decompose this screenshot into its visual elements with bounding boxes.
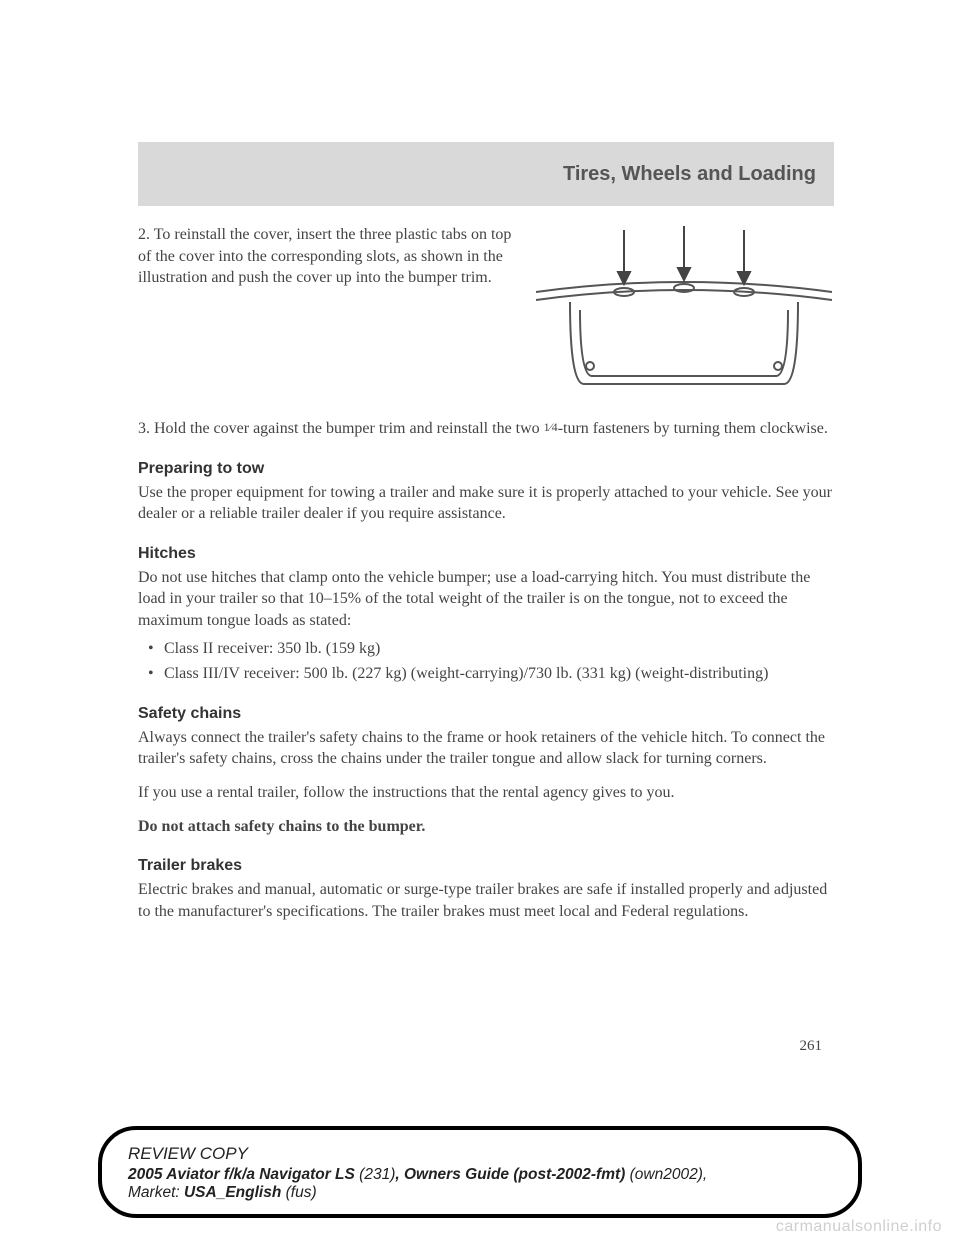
- footer-review-copy: REVIEW COPY: [128, 1144, 832, 1164]
- hitches-body: Do not use hitches that clamp onto the v…: [138, 567, 834, 632]
- footer-market-label: Market:: [128, 1184, 184, 1201]
- section-header-bar: Tires, Wheels and Loading: [138, 142, 834, 206]
- heading-hitches: Hitches: [138, 545, 834, 563]
- step2-row: 2. To reinstall the cover, insert the th…: [138, 224, 834, 394]
- footer-guide: , Owners Guide (post-2002-fmt): [395, 1166, 625, 1183]
- step3-part-b: -turn fasteners by turning them clockwis…: [558, 420, 828, 437]
- content-area: 2. To reinstall the cover, insert the th…: [138, 224, 834, 922]
- footer-vehicle: 2005 Aviator f/k/a Navigator LS: [128, 1166, 355, 1183]
- footer-code2: (own2002),: [625, 1166, 707, 1183]
- safety-p1: Always connect the trailer's safety chai…: [138, 727, 834, 770]
- safety-p2: If you use a rental trailer, follow the …: [138, 782, 834, 804]
- footer-code1: (231): [355, 1166, 396, 1183]
- footer-line3: Market: USA_English (fus): [128, 1184, 832, 1202]
- watermark: carmanualsonline.info: [776, 1218, 942, 1236]
- safety-bold-warning: Do not attach safety chains to the bumpe…: [138, 816, 834, 838]
- step3-text: 3. Hold the cover against the bumper tri…: [138, 418, 834, 440]
- page-number: 261: [800, 1038, 823, 1055]
- footer-box: REVIEW COPY 2005 Aviator f/k/a Navigator…: [98, 1126, 862, 1218]
- page: Tires, Wheels and Loading 2. To reinstal…: [0, 0, 960, 1242]
- step2-text: 2. To reinstall the cover, insert the th…: [138, 224, 516, 289]
- hitches-bullets: Class II receiver: 350 lb. (159 kg) Clas…: [138, 638, 834, 685]
- section-header-title: Tires, Wheels and Loading: [563, 163, 816, 186]
- footer-market-code: (fus): [281, 1184, 316, 1201]
- footer-market: USA_English: [184, 1184, 281, 1201]
- step3-fraction: 1⁄4: [544, 420, 558, 434]
- footer-line2: 2005 Aviator f/k/a Navigator LS (231), O…: [128, 1166, 832, 1184]
- heading-safety-chains: Safety chains: [138, 705, 834, 723]
- brakes-body: Electric brakes and manual, automatic or…: [138, 879, 834, 922]
- heading-trailer-brakes: Trailer brakes: [138, 857, 834, 875]
- bumper-cover-illustration: [534, 224, 834, 394]
- step3-part-a: 3. Hold the cover against the bumper tri…: [138, 420, 544, 437]
- list-item: Class II receiver: 350 lb. (159 kg): [138, 638, 834, 660]
- heading-preparing-to-tow: Preparing to tow: [138, 460, 834, 478]
- preparing-body: Use the proper equipment for towing a tr…: [138, 482, 834, 525]
- list-item: Class III/IV receiver: 500 lb. (227 kg) …: [138, 663, 834, 685]
